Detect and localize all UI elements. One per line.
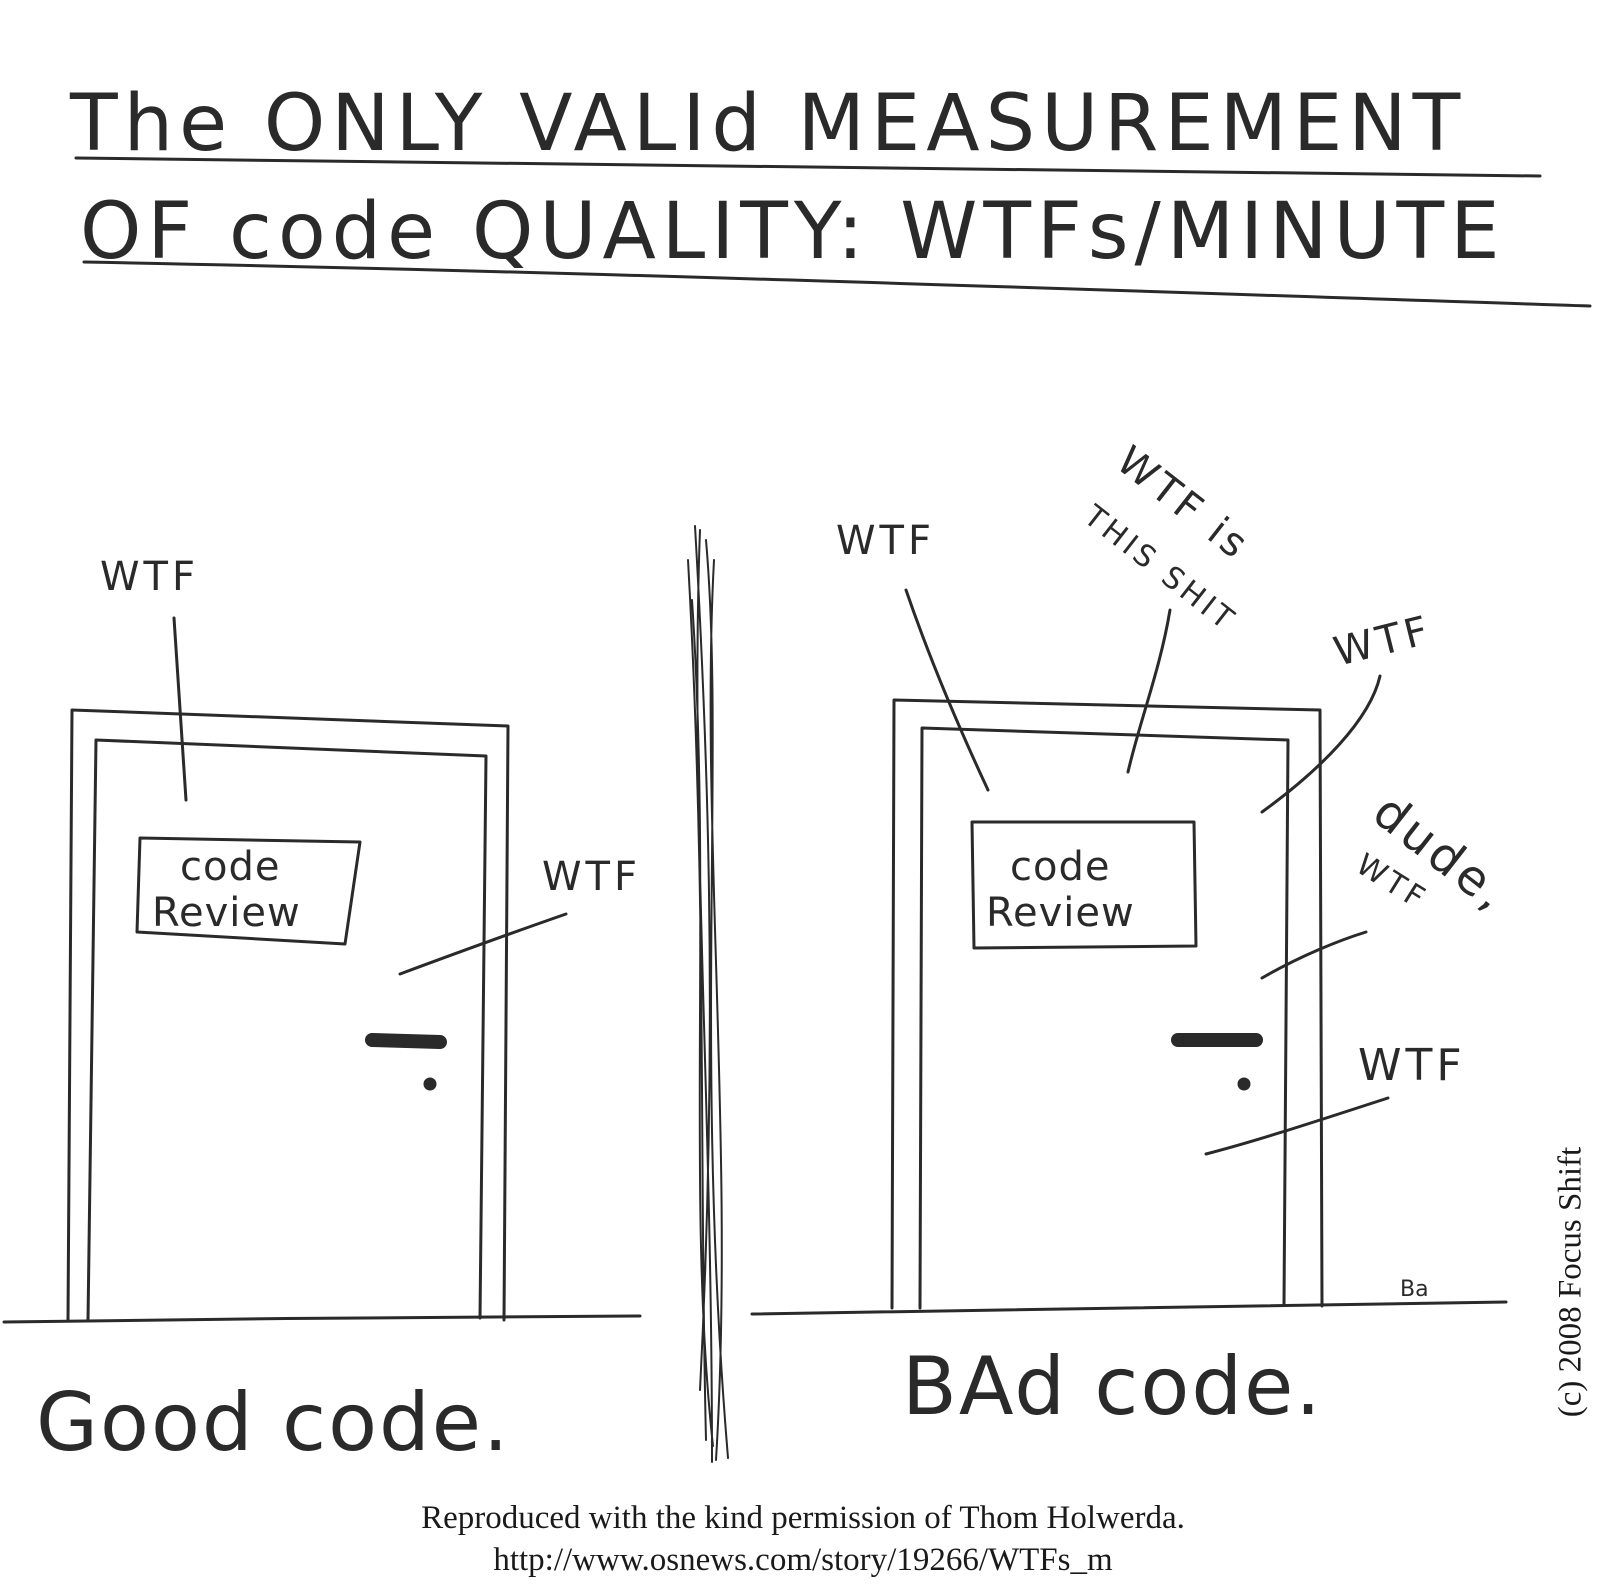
left-sign-line-1: code (180, 844, 280, 890)
left-door (86, 738, 488, 1322)
right-pointer-1 (904, 588, 990, 792)
right-pointer-5 (1204, 1096, 1390, 1156)
right-exclamation-7: WTF (1358, 1040, 1466, 1091)
title-line-1: The ONLY VALId MEASUREMENT (69, 79, 1466, 169)
right-pointer-2 (1126, 608, 1172, 774)
right-floor-line (750, 1300, 1508, 1316)
left-exclamation-1: WTF (100, 554, 199, 600)
copyright-notice: (c) 2008 Focus Shift (1552, 1146, 1589, 1418)
left-sign-frame (135, 836, 362, 946)
right-exclamation-1: WTF (836, 518, 935, 564)
credit-line-1: Reproduced with the kind permission of T… (421, 1500, 1185, 1536)
title-line-2: OF code QUALITY: WTFs/MINUTE (80, 187, 1505, 277)
left-pointer-right (398, 912, 568, 976)
left-exclamation-2: WTF (542, 854, 641, 900)
title-underline-2 (82, 260, 1592, 308)
left-pointer-top (172, 616, 188, 802)
left-sign-line-2: Review (152, 890, 301, 936)
right-exclamation-5: dude, (1363, 783, 1521, 923)
left-door-frame (66, 708, 510, 1322)
right-sign-line-2: Review (986, 890, 1135, 936)
left-caption: Good code. (36, 1376, 510, 1469)
right-door (918, 726, 1290, 1310)
right-door-frame (890, 698, 1324, 1310)
right-door-keyhole (1237, 1077, 1251, 1091)
left-door-handle (365, 1033, 447, 1049)
panel-divider (687, 525, 729, 1463)
left-door-keyhole (423, 1077, 437, 1091)
artist-signature: Ba (1400, 1277, 1429, 1302)
left-floor-line (2, 1314, 642, 1324)
credit-url: http://www.osnews.com/story/19266/WTFs_m (493, 1542, 1113, 1578)
right-sign-line-1: code (1010, 844, 1110, 890)
right-pointer-3 (1260, 674, 1382, 814)
right-exclamation-4: WTF (1329, 607, 1436, 676)
right-pointer-4 (1260, 930, 1368, 980)
right-sign-frame (970, 820, 1198, 950)
right-caption: BAd code. (902, 1340, 1323, 1433)
